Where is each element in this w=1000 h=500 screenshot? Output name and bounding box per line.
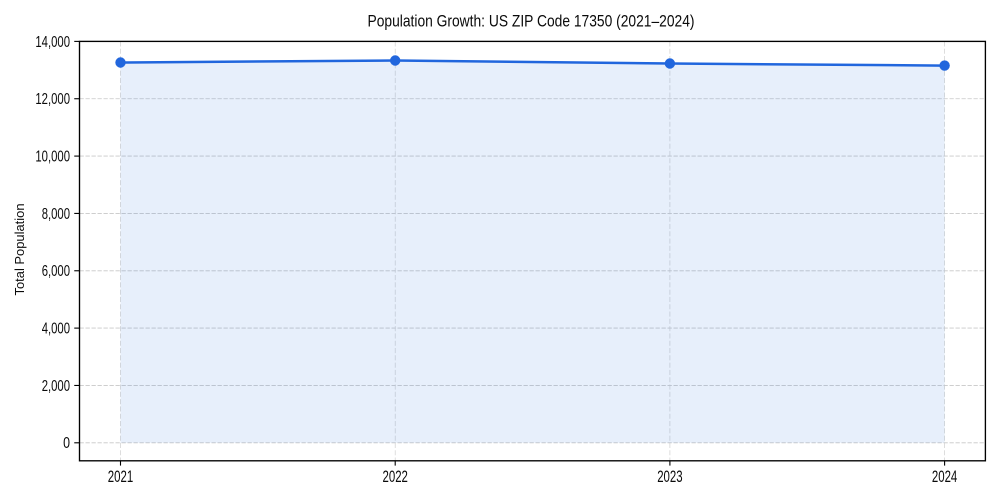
svg-text:10,000: 10,000 <box>35 148 70 165</box>
svg-text:2,000: 2,000 <box>42 378 70 395</box>
svg-text:12,000: 12,000 <box>35 91 70 108</box>
svg-text:8,000: 8,000 <box>42 206 70 223</box>
svg-text:4,000: 4,000 <box>42 321 70 338</box>
svg-text:6,000: 6,000 <box>42 263 70 280</box>
svg-text:Total Population: Total Population <box>12 204 27 296</box>
svg-text:2021: 2021 <box>108 468 133 486</box>
svg-text:0: 0 <box>63 435 70 452</box>
svg-text:14,000: 14,000 <box>35 34 70 51</box>
svg-text:2022: 2022 <box>383 468 408 486</box>
svg-text:2024: 2024 <box>932 468 957 486</box>
svg-text:2023: 2023 <box>657 468 682 486</box>
svg-text:Population Growth: US ZIP Code: Population Growth: US ZIP Code 17350 (20… <box>368 11 695 30</box>
